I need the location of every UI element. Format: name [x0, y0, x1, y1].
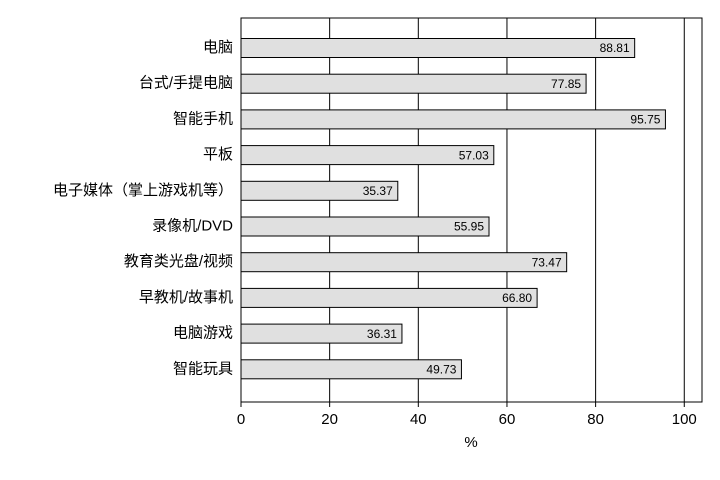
- value-label: 73.47: [532, 255, 562, 269]
- value-label: 35.37: [363, 184, 393, 198]
- x-tick-label: 100: [672, 411, 697, 428]
- bar: [240, 109, 666, 130]
- x-tick-label: 0: [237, 411, 245, 428]
- y-tick-label: 智能手机: [173, 109, 233, 127]
- y-tick-label: 平板: [203, 145, 233, 163]
- value-label: 66.80: [502, 291, 532, 305]
- y-tick-label: 早教机/故事机: [139, 289, 233, 306]
- value-label: 36.31: [367, 327, 397, 341]
- plot-frame: [240, 17, 703, 403]
- value-label: 57.03: [459, 148, 489, 162]
- value-label: 49.73: [426, 362, 456, 376]
- bar: [240, 216, 490, 237]
- y-tick-label: 智能玩具: [173, 359, 233, 377]
- bar: [240, 38, 636, 58]
- x-axis-label: %: [464, 434, 477, 451]
- value-label: 88.81: [600, 41, 630, 55]
- value-label: 95.75: [630, 113, 660, 127]
- y-tick-label: 录像机/DVD: [152, 217, 233, 234]
- bar: [240, 73, 587, 94]
- x-tick-label: 20: [321, 411, 338, 428]
- bar: [240, 287, 538, 308]
- y-tick-label: 台式/手提电脑: [139, 75, 233, 92]
- x-tick-label: 40: [410, 411, 427, 428]
- x-tick-label: 60: [499, 411, 516, 428]
- value-label: 77.85: [551, 77, 581, 91]
- y-tick-label: 电脑游戏: [173, 325, 233, 342]
- bar: [240, 180, 399, 201]
- bar: [240, 323, 403, 344]
- value-label: 55.95: [454, 220, 484, 234]
- y-tick-label: 电子媒体（掌上游戏机等）: [53, 181, 233, 199]
- bar: [240, 359, 462, 380]
- y-tick-label: 教育类光盘/视频: [124, 252, 233, 270]
- y-tick-label: 电脑: [203, 39, 233, 56]
- bar: [240, 145, 495, 166]
- x-tick-label: 80: [587, 411, 604, 428]
- bar: [240, 252, 568, 273]
